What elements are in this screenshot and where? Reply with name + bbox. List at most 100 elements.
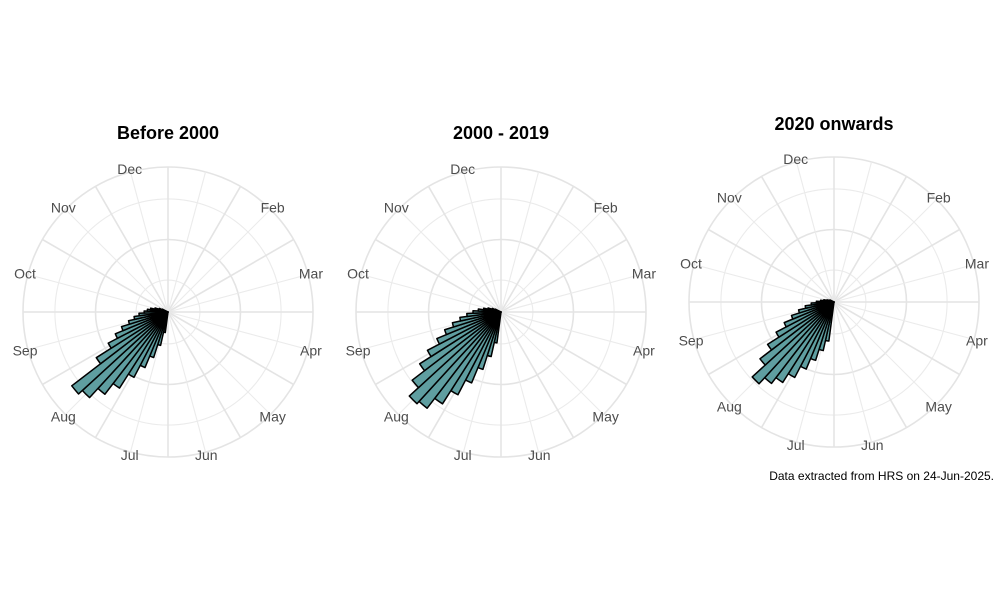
grid-spoke [833, 161, 873, 303]
grid-spoke [167, 171, 207, 313]
month-label-aug: Aug [51, 409, 76, 425]
month-label-may: May [592, 409, 618, 425]
bar [783, 301, 835, 328]
grid-spoke [693, 263, 835, 303]
bar [120, 311, 169, 332]
grid-spoke [94, 186, 169, 313]
month-label-jul: Jul [454, 447, 472, 463]
bar [71, 311, 169, 395]
grid-spoke [708, 228, 835, 303]
month-label-oct: Oct [14, 266, 36, 282]
month-label-jul: Jul [121, 447, 139, 463]
bar [459, 311, 502, 322]
grid-spoke [833, 301, 873, 443]
month-label-mar: Mar [965, 256, 989, 272]
grid-spoke [500, 311, 627, 386]
month-label-apr: Apr [633, 342, 655, 358]
bar [95, 311, 169, 365]
grid-spoke [167, 273, 309, 313]
month-label-may: May [259, 409, 285, 425]
grid-spoke [500, 273, 642, 313]
data-source-caption: Data extracted from HRS on 24-Jun-2025. [769, 469, 994, 483]
month-label-mar: Mar [632, 266, 656, 282]
grid-spoke [167, 238, 294, 313]
bar [426, 311, 502, 358]
grid-spoke [833, 176, 908, 303]
grid-spoke [833, 199, 937, 303]
grid-spoke [129, 171, 169, 313]
bar [443, 311, 502, 336]
grid-spoke [462, 171, 502, 313]
bar [418, 311, 502, 372]
grid-spoke [375, 238, 502, 313]
grid-spoke [167, 311, 294, 386]
bar [751, 301, 835, 385]
panel-title: Before 2000 [117, 123, 219, 143]
month-label-may: May [925, 399, 951, 415]
month-label-nov: Nov [717, 189, 742, 205]
grid-spoke [500, 311, 540, 453]
polar-panel-2: Feb Mar Apr May Jun Jul Aug Sep Oct Nov Dec 2000 - … [346, 123, 657, 463]
grid-spoke [360, 273, 502, 313]
month-label-dec: Dec [783, 151, 808, 167]
grid-spoke [167, 311, 242, 438]
month-label-dec: Dec [450, 161, 475, 177]
month-label-dec: Dec [117, 161, 142, 177]
bar [790, 301, 835, 320]
grid-spoke [500, 186, 575, 313]
bar [451, 311, 502, 328]
month-label-jun: Jun [861, 437, 884, 453]
bar [127, 311, 169, 325]
month-label-jul: Jul [787, 437, 805, 453]
grid-spoke [500, 311, 642, 351]
bar [775, 301, 835, 338]
grid-spoke [167, 186, 242, 313]
month-label-jun: Jun [528, 447, 551, 463]
grid-spoke [42, 238, 169, 313]
bar [436, 311, 502, 345]
bar [161, 308, 169, 313]
grid-spoke [500, 311, 604, 415]
grid-spoke [833, 301, 908, 428]
grid-spoke [500, 238, 627, 313]
month-label-nov: Nov [51, 199, 76, 215]
grid-spoke [833, 301, 960, 376]
bar [766, 301, 835, 351]
panel-title: 2000 - 2019 [453, 123, 549, 143]
grid-spoke [500, 209, 604, 313]
month-label-sep: Sep [13, 342, 38, 358]
bar [411, 311, 502, 389]
grid-spoke [398, 209, 502, 313]
month-label-sep: Sep [679, 332, 704, 348]
grid-spoke [167, 209, 271, 313]
month-label-mar: Mar [299, 266, 323, 282]
month-label-sep: Sep [346, 342, 371, 358]
month-label-feb: Feb [927, 189, 951, 205]
month-label-oct: Oct [680, 256, 702, 272]
month-label-oct: Oct [347, 266, 369, 282]
grid-spoke [167, 311, 207, 453]
bar [494, 308, 502, 313]
grid-spoke [760, 176, 835, 303]
grid-spoke [500, 311, 575, 438]
grid-spoke [27, 273, 169, 313]
month-label-feb: Feb [594, 199, 618, 215]
grid-spoke [167, 311, 309, 351]
grid-spoke [833, 263, 975, 303]
month-label-jun: Jun [195, 447, 218, 463]
grid-spoke [795, 161, 835, 303]
grid-spoke [833, 228, 960, 303]
bar [829, 299, 835, 303]
grid-spoke [65, 209, 169, 313]
month-label-aug: Aug [384, 409, 409, 425]
grid-spoke [167, 311, 271, 415]
bar [759, 301, 835, 366]
panel-title: 2020 onwards [774, 114, 893, 134]
bar [107, 311, 169, 349]
bar [408, 311, 502, 405]
grid-spoke [500, 171, 540, 313]
month-label-apr: Apr [300, 342, 322, 358]
grid-spoke [427, 186, 502, 313]
polar-panel-3: Feb Mar Apr May Jun Jul Aug Sep Oct Nov Dec 2020 on… [679, 114, 990, 453]
